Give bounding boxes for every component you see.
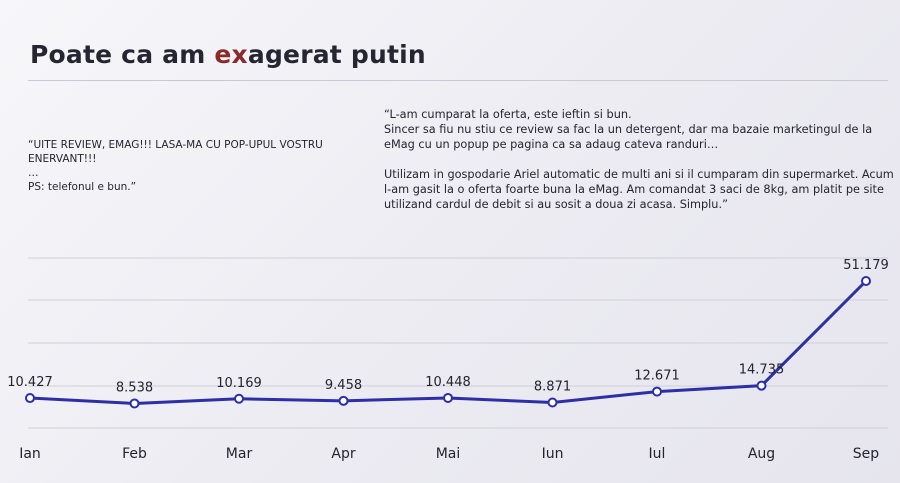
value-label: 51.179 bbox=[843, 258, 889, 273]
data-point bbox=[547, 397, 558, 408]
value-label: 10.427 bbox=[7, 375, 53, 390]
category-label: Sep bbox=[853, 446, 880, 462]
category-label: Feb bbox=[122, 446, 147, 462]
category-label: Apr bbox=[331, 446, 355, 462]
data-point bbox=[443, 392, 453, 403]
value-label: 8.871 bbox=[534, 379, 571, 394]
title-accent: ex bbox=[214, 40, 248, 69]
title-part-2: agerat putin bbox=[247, 40, 426, 69]
value-label: 12.671 bbox=[634, 369, 680, 384]
value-label: 10.169 bbox=[216, 376, 262, 391]
title-divider bbox=[28, 80, 888, 81]
chart-gridlines bbox=[28, 257, 888, 429]
value-label: 14.735 bbox=[739, 363, 785, 378]
title-part-1: Poate ca am bbox=[30, 40, 215, 69]
category-label: Ian bbox=[19, 446, 41, 462]
category-label: Aug bbox=[748, 446, 775, 462]
data-point bbox=[652, 386, 662, 397]
value-label: 10.448 bbox=[425, 375, 471, 390]
value-label: 8.538 bbox=[116, 380, 153, 395]
data-point bbox=[234, 393, 244, 404]
chart-category-labels: Ian Feb Mar Apr Mai Iun Iul Aug Sep bbox=[19, 446, 879, 462]
data-point bbox=[129, 398, 140, 409]
review-quote-right: “L-am cumparat la oferta, este ieftin si… bbox=[384, 108, 894, 211]
category-label: Mai bbox=[436, 446, 461, 462]
chart-points bbox=[25, 276, 871, 409]
value-label: 9.458 bbox=[325, 378, 362, 393]
slide-title: Poate ca am exagerat putin bbox=[30, 40, 426, 69]
data-point bbox=[25, 393, 35, 404]
category-label: Iun bbox=[542, 446, 564, 462]
category-label: Mar bbox=[226, 446, 253, 462]
review-quote-left: “UITE REVIEW, EMAG!!! LASA-MA CU POP-UPU… bbox=[28, 139, 323, 193]
data-point bbox=[756, 380, 767, 391]
data-point bbox=[861, 276, 871, 286]
chart-value-labels: 10.427 8.538 10.169 9.458 10.448 8.871 12.671 1… bbox=[7, 258, 889, 395]
data-point bbox=[338, 395, 349, 406]
category-label: Iul bbox=[649, 446, 666, 462]
